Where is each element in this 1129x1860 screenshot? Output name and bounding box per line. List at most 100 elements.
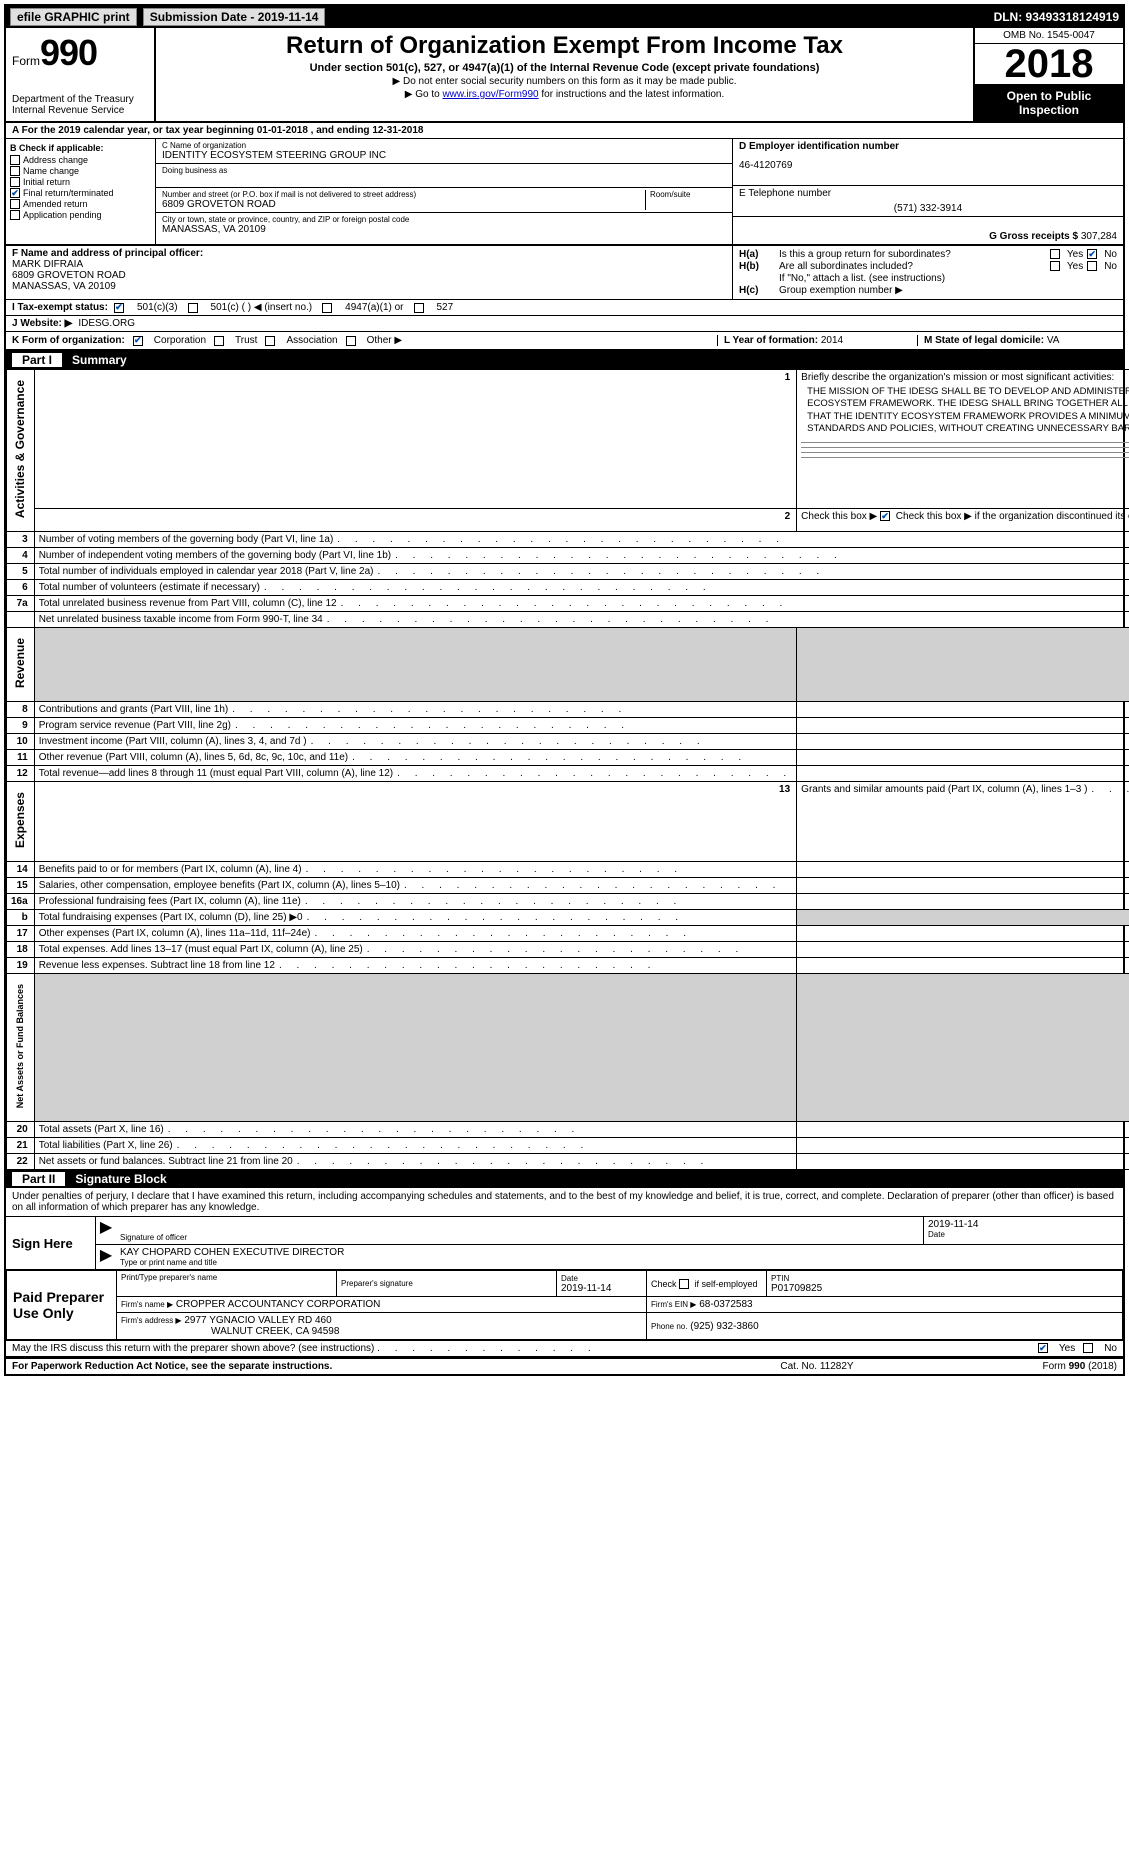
may-irs-row: May the IRS discuss this return with the…	[6, 1340, 1123, 1358]
officer-street: 6809 GROVETON ROAD	[12, 270, 726, 281]
chk-4947[interactable]	[322, 303, 332, 313]
website-label: J Website: ▶	[12, 318, 72, 329]
may-irs-no[interactable]	[1083, 1343, 1093, 1353]
chk-addr-change[interactable]	[10, 155, 20, 165]
table-row: 11 Other revenue (Part VIII, column (A),…	[7, 750, 1129, 766]
k-part: K Form of organization: Corporation Trus…	[12, 335, 717, 346]
prep-date-label: Date	[561, 1274, 642, 1283]
chk-final[interactable]	[10, 188, 20, 198]
prior-year-value: 12,600	[797, 718, 1129, 734]
chk-501c3[interactable]	[114, 303, 124, 313]
form-subtitle: Under section 501(c), 527, or 4947(a)(1)…	[164, 62, 965, 74]
prior-year-value: 258,400	[797, 702, 1129, 718]
line-num: 4	[7, 548, 35, 564]
part1-header: Part I Summary	[6, 351, 1123, 369]
org-name-label: C Name of organization	[162, 141, 726, 150]
prior-year-value: 271,000	[797, 766, 1129, 782]
line-num: 18	[7, 942, 35, 958]
line-num: 19	[7, 958, 35, 974]
line-desc: Total assets (Part X, line 16). . . . . …	[34, 1122, 796, 1138]
chk-amended[interactable]	[10, 199, 20, 209]
vlabel-net: Net Assets or Fund Balances	[7, 974, 35, 1122]
firm-ein-label: Firm's EIN ▶	[651, 1300, 696, 1309]
officer-name: MARK DIFRAIA	[12, 259, 726, 270]
phone-cell: E Telephone number (571) 332-3914	[733, 186, 1123, 217]
prior-year-value: 38,887	[797, 958, 1129, 974]
prior-year-value	[797, 910, 1129, 926]
prior-year-value: 0	[797, 878, 1129, 894]
table-row: 19 Revenue less expenses. Subtract line …	[7, 958, 1129, 974]
prior-year-value: 0	[797, 894, 1129, 910]
firm-name-value: CROPPER ACCOUNTANCY CORPORATION	[176, 1299, 380, 1310]
efile-print-button[interactable]: efile GRAPHIC print	[10, 8, 137, 26]
line-num: 11	[7, 750, 35, 766]
table-row: b Total fundraising expenses (Part IX, c…	[7, 910, 1129, 926]
line-num: 7a	[7, 596, 35, 612]
prep-date-value: 2019-11-14	[561, 1283, 642, 1294]
line-desc: Other revenue (Part VIII, column (A), li…	[34, 750, 796, 766]
line-num: 21	[7, 1138, 35, 1154]
irs-link[interactable]: www.irs.gov/Form990	[442, 89, 538, 100]
line-1-num: 1	[34, 370, 796, 509]
line-num: 3	[7, 532, 35, 548]
line-num: 9	[7, 718, 35, 734]
line-2-num: 2	[34, 508, 796, 531]
rev-head-desc	[797, 628, 1129, 702]
row-i: I Tax-exempt status: 501(c)(3) 501(c) ( …	[6, 300, 1123, 316]
chk-name-change[interactable]	[10, 166, 20, 176]
part2-num: Part II	[12, 1172, 65, 1186]
line-desc: Net assets or fund balances. Subtract li…	[34, 1154, 796, 1170]
website-value: IDESG.ORG	[78, 318, 135, 329]
line-desc: Number of voting members of the governin…	[34, 532, 1129, 548]
line-1-label: Briefly describe the organization's miss…	[801, 372, 1129, 383]
chk-assoc[interactable]	[265, 336, 275, 346]
chk-initial[interactable]	[10, 177, 20, 187]
vlabel-ag: Activities & Governance	[7, 370, 35, 532]
line-desc: Total fundraising expenses (Part IX, col…	[34, 910, 796, 926]
chk-501c[interactable]	[188, 303, 198, 313]
line-num: 8	[7, 702, 35, 718]
hb-label: H(b)	[739, 261, 779, 272]
org-name: IDENTITY ECOSYSTEM STEERING GROUP INC	[162, 150, 726, 161]
chk-discontinued[interactable]	[880, 511, 890, 521]
ha-no[interactable]	[1087, 249, 1097, 259]
prior-year-value: 0	[797, 734, 1129, 750]
phone-label: E Telephone number	[739, 188, 1117, 199]
table-row: 17 Other expenses (Part IX, column (A), …	[7, 926, 1129, 942]
ha-label: H(a)	[739, 249, 779, 260]
chk-corp[interactable]	[133, 336, 143, 346]
ha-yes[interactable]	[1050, 249, 1060, 259]
sig-intro: Under penalties of perjury, I declare th…	[6, 1188, 1123, 1217]
dba-label: Doing business as	[162, 166, 726, 175]
line-num: 15	[7, 878, 35, 894]
form-label: Form	[12, 54, 40, 68]
footer-cat: Cat. No. 11282Y	[717, 1361, 917, 1372]
hc-label: H(c)	[739, 285, 779, 296]
table-row: 22 Net assets or fund balances. Subtract…	[7, 1154, 1129, 1170]
line-desc: Total liabilities (Part X, line 26). . .…	[34, 1138, 796, 1154]
chk-app-pending[interactable]	[10, 210, 20, 220]
firm-phone-label: Phone no.	[651, 1322, 687, 1331]
officer-city: MANASSAS, VA 20109	[12, 281, 726, 292]
dept-treasury: Department of the Treasury	[12, 94, 148, 105]
chk-527[interactable]	[414, 303, 424, 313]
chk-other[interactable]	[346, 336, 356, 346]
firm-name-label: Firm's name ▶	[121, 1300, 173, 1309]
info-grid: B Check if applicable: Address change Na…	[6, 139, 1123, 246]
form-number: 990	[40, 32, 97, 74]
city-label: City or town, state or province, country…	[162, 215, 726, 224]
prior-year-value: 232,113	[797, 942, 1129, 958]
column-f: F Name and address of principal officer:…	[6, 246, 733, 299]
hb-yes[interactable]	[1050, 261, 1060, 271]
may-irs-yes[interactable]	[1038, 1343, 1048, 1353]
sig-officer-field[interactable]: Signature of officer	[116, 1217, 923, 1244]
vlabel-exp: Expenses	[7, 782, 35, 862]
line-desc: Other expenses (Part IX, column (A), lin…	[34, 926, 796, 942]
line-desc: Grants and similar amounts paid (Part IX…	[797, 782, 1129, 862]
chk-self-employed[interactable]	[679, 1279, 689, 1289]
paid-preparer-label: Paid Preparer Use Only	[7, 1271, 117, 1340]
line-num: 6	[7, 580, 35, 596]
line-desc: Benefits paid to or for members (Part IX…	[34, 862, 796, 878]
hb-no[interactable]	[1087, 261, 1097, 271]
chk-trust[interactable]	[214, 336, 224, 346]
